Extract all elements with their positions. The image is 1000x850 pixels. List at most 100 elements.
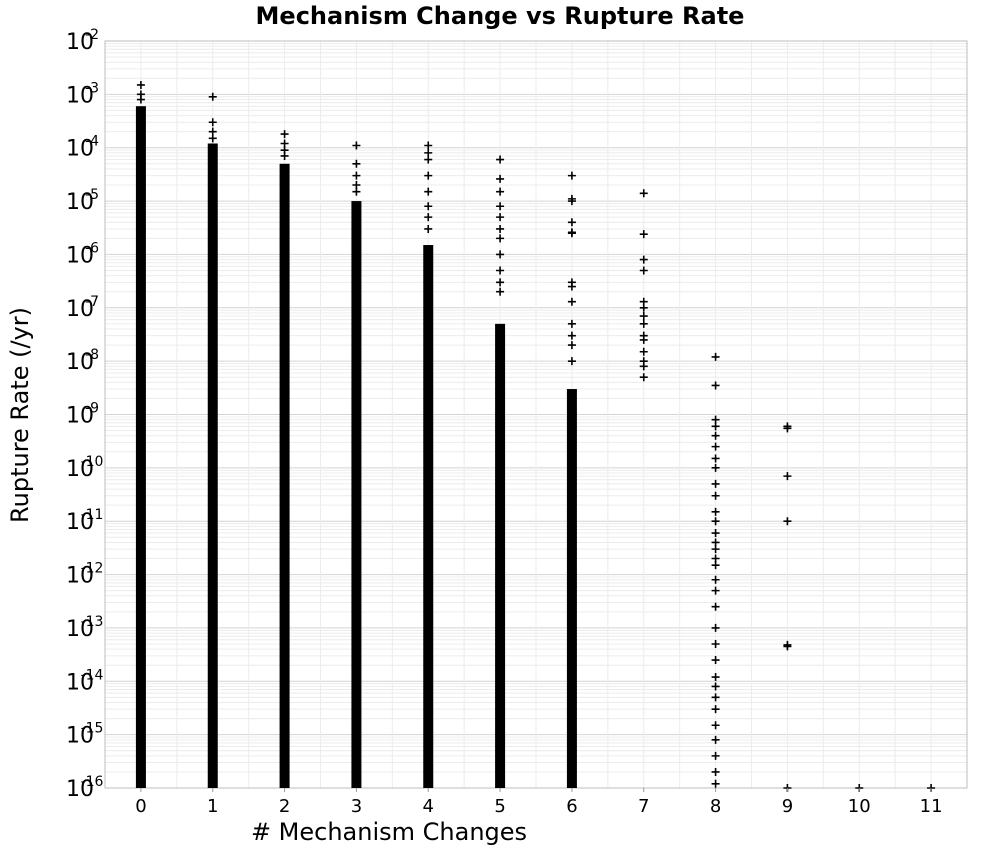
data-point: [711, 545, 720, 554]
y-tick-exponent: -6: [85, 240, 99, 256]
x-tick-label: 2: [279, 796, 290, 817]
y-tick-label: 10: [66, 83, 94, 108]
data-point: [711, 479, 720, 488]
data-point: [711, 507, 720, 516]
y-tick-label: 10: [66, 404, 94, 429]
data-point: [496, 287, 505, 296]
y-tick-label: 10: [66, 190, 94, 215]
data-point: [639, 230, 648, 239]
data-point: [711, 431, 720, 440]
y-tick-exponent: -12: [81, 561, 104, 577]
y-tick-exponent: -9: [85, 401, 99, 417]
data-point: [711, 602, 720, 611]
data-point: [567, 357, 576, 366]
x-tick-label: 8: [710, 796, 721, 817]
data-point: [711, 352, 720, 361]
data-point: [783, 642, 792, 651]
y-tick-exponent: -11: [81, 507, 104, 523]
data-point: [639, 319, 648, 328]
data-point: [567, 229, 576, 238]
data-point: [711, 381, 720, 390]
y-tick-exponent: -16: [81, 774, 104, 790]
data-point: [639, 312, 648, 321]
data-point: [711, 517, 720, 526]
y-tick-label: 10: [66, 510, 94, 535]
data-point: [711, 561, 720, 570]
y-tick-label: 10: [66, 30, 94, 55]
data-point: [208, 134, 217, 143]
dense-point-column: [135, 106, 146, 789]
data-point: [352, 171, 361, 180]
data-point: [496, 250, 505, 259]
data-point: [567, 341, 576, 350]
x-tick-label: 5: [494, 796, 505, 817]
data-point: [783, 472, 792, 481]
data-point: [639, 303, 648, 312]
dense-point-columns: [135, 106, 577, 789]
data-point: [424, 202, 433, 211]
data-point: [280, 130, 289, 139]
data-point: [496, 278, 505, 287]
y-tick-exponent: -15: [81, 721, 104, 737]
data-point: [711, 491, 720, 500]
x-tick-label: 3: [351, 796, 362, 817]
data-point: [711, 735, 720, 744]
data-point: [711, 422, 720, 431]
data-point: [711, 656, 720, 665]
data-point: [711, 463, 720, 472]
data-point: [711, 454, 720, 463]
data-point: [567, 297, 576, 306]
data-point: [711, 751, 720, 760]
y-tick-exponent: -4: [85, 134, 99, 150]
y-tick-label: 10: [66, 243, 94, 268]
x-tick-label: 0: [135, 796, 146, 817]
data-point: [567, 197, 576, 206]
y-tick-exponent: -2: [85, 27, 99, 43]
y-tick-exponent: -7: [85, 294, 99, 310]
data-point: [424, 171, 433, 180]
x-axis-ticks: 0 1 2 3 4 5 6 7 8 9 10 11: [135, 788, 943, 817]
data-point: [567, 319, 576, 328]
dense-point-column: [495, 323, 506, 788]
data-point: [280, 139, 289, 148]
x-tick-label: 1: [207, 796, 218, 817]
data-point: [496, 224, 505, 233]
data-point: [567, 331, 576, 340]
data-point: [567, 171, 576, 180]
data-point: [711, 779, 720, 788]
data-point: [496, 213, 505, 222]
x-tick-label: 6: [566, 796, 577, 817]
y-axis-label: Rupture Rate (/yr): [6, 307, 34, 523]
data-point: [639, 347, 648, 356]
data-point: [711, 705, 720, 714]
data-point: [711, 623, 720, 632]
x-tick-label: 4: [423, 796, 434, 817]
data-point: [711, 721, 720, 730]
data-point: [496, 187, 505, 196]
data-point: [711, 682, 720, 691]
data-points: [136, 80, 936, 792]
data-point: [783, 517, 792, 526]
data-point: [352, 181, 361, 190]
y-tick-exponent: -8: [85, 347, 99, 363]
data-point: [280, 151, 289, 160]
y-axis-ticks: 10-1610-1510-1410-1310-1210-1110-1010-91…: [66, 27, 104, 802]
y-tick-exponent: -13: [81, 614, 104, 630]
data-point: [639, 373, 648, 382]
data-point: [424, 155, 433, 164]
x-tick-label: 10: [848, 796, 871, 817]
data-point: [496, 155, 505, 164]
y-tick-label: 10: [66, 564, 94, 589]
dense-point-column: [351, 201, 362, 789]
y-tick-label: 10: [66, 617, 94, 642]
data-point: [783, 424, 792, 433]
data-point: [496, 266, 505, 275]
plot-frame: [104, 40, 968, 789]
y-tick-exponent: -14: [81, 667, 104, 683]
data-point: [711, 442, 720, 451]
data-point: [639, 255, 648, 264]
data-point: [639, 362, 648, 371]
data-point: [711, 575, 720, 584]
data-point: [711, 767, 720, 776]
